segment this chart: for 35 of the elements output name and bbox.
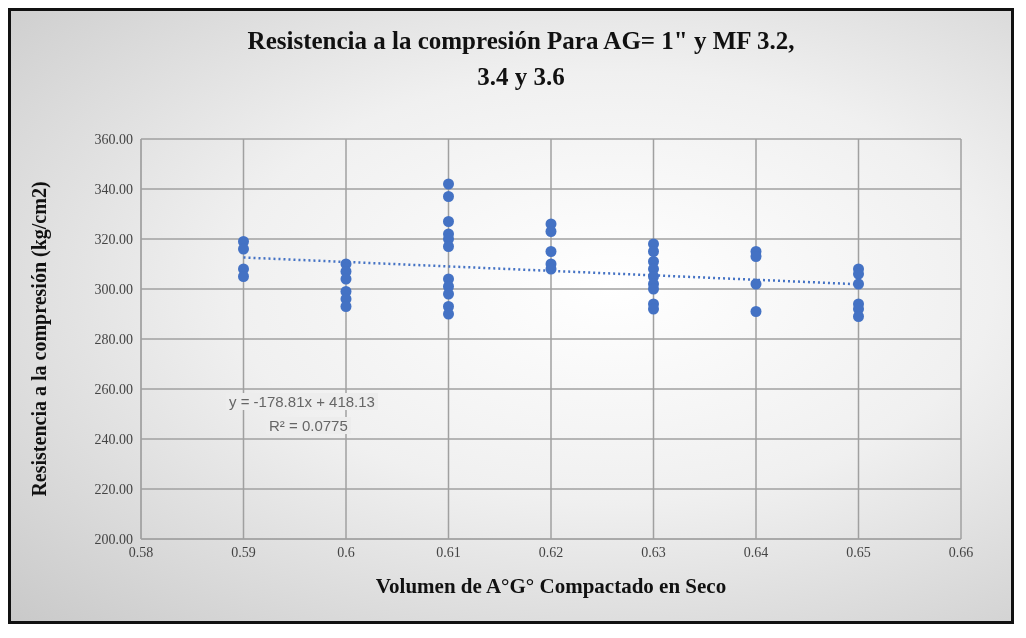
point — [853, 311, 864, 322]
point — [340, 301, 352, 312]
x-tick-label: 0.66 — [948, 544, 974, 560]
chart-title: Resistencia a la compresión Para AG= 1" y MF 3.2, 3.4 y 3.6 — [246, 26, 796, 92]
x-tick-label: 0.62 — [538, 544, 564, 560]
point — [238, 271, 249, 282]
x-tick-label: 0.61 — [436, 544, 461, 560]
x-axis-title: Volumen de A°G° Compactado en Seco — [375, 574, 727, 598]
x-tick-label: 0.6 — [337, 544, 355, 560]
y-tick-label: 340.00 — [94, 181, 133, 197]
y-tick-label: 300.00 — [94, 281, 133, 297]
y-tick-label: 320.00 — [94, 231, 133, 247]
point — [443, 216, 454, 227]
point — [545, 246, 557, 257]
y-axis-title: Resistencia a la compresión (kg/cm2) — [28, 181, 52, 497]
x-tick-label: 0.58 — [128, 544, 154, 560]
y-tick-label: 280.00 — [94, 331, 133, 347]
annotation: y = -178.81x + 418.13 — [226, 393, 378, 410]
y-tick-label: 240.00 — [94, 431, 133, 447]
y-tick-label: 200.00 — [94, 531, 133, 547]
y-tick-label: 220.00 — [94, 481, 133, 497]
x-tick-label: 0.63 — [641, 544, 666, 560]
annotation: R² = 0.0775 — [266, 417, 351, 434]
y-tick-label: 360.00 — [94, 131, 133, 147]
x-tick-label: 0.65 — [846, 544, 871, 560]
x-tick-label: 0.59 — [231, 544, 256, 560]
point — [648, 246, 659, 257]
point — [443, 178, 454, 190]
point — [443, 241, 454, 252]
point — [443, 191, 454, 202]
y-tick-label: 260.00 — [94, 381, 133, 397]
point — [750, 306, 762, 317]
point — [853, 278, 864, 290]
x-tick-label: 0.64 — [743, 544, 769, 560]
point — [545, 226, 557, 237]
